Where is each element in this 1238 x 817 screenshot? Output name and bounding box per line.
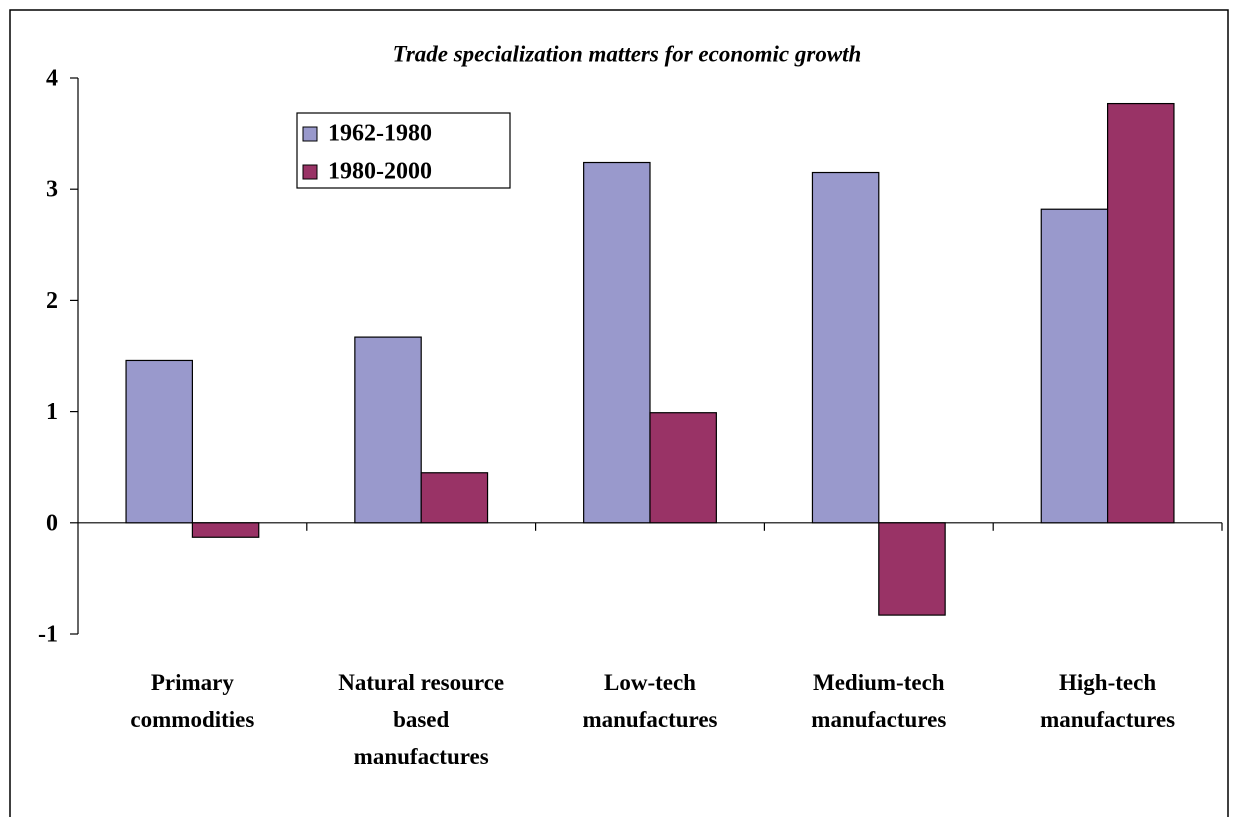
bar: [649, 412, 717, 524]
legend-swatch: [302, 164, 318, 180]
x-tick-label: Medium-tech manufactures: [811, 670, 947, 732]
y-tick-label: 4: [46, 66, 58, 92]
chart-title: Trade specialization matters for economi…: [393, 41, 862, 66]
bar: [354, 336, 422, 524]
bar: [583, 161, 651, 524]
y-tick-label: 1: [46, 399, 58, 425]
bar: [420, 472, 489, 524]
x-tick-label: Low-tech manufactures: [582, 670, 718, 732]
legend-label: 1962-1980: [328, 121, 432, 147]
x-tick-label: Natural resource based manufactures: [338, 670, 505, 769]
bar: [811, 171, 880, 524]
bar: [1040, 208, 1109, 524]
y-tick-label: 0: [46, 510, 58, 536]
bar: [1106, 102, 1175, 524]
legend-label: 1980-2000: [328, 159, 432, 185]
x-tick-label: Primary commodities: [130, 670, 255, 732]
y-tick-label: 3: [46, 177, 58, 203]
bar: [191, 522, 260, 538]
y-tick-label: 2: [46, 288, 58, 314]
x-tick-label: High-tech manufactures: [1040, 670, 1176, 732]
legend-box: [296, 112, 511, 189]
legend-swatch: [302, 126, 318, 142]
bar: [125, 359, 193, 524]
bar: [878, 522, 946, 616]
y-tick-label: -1: [38, 622, 58, 648]
